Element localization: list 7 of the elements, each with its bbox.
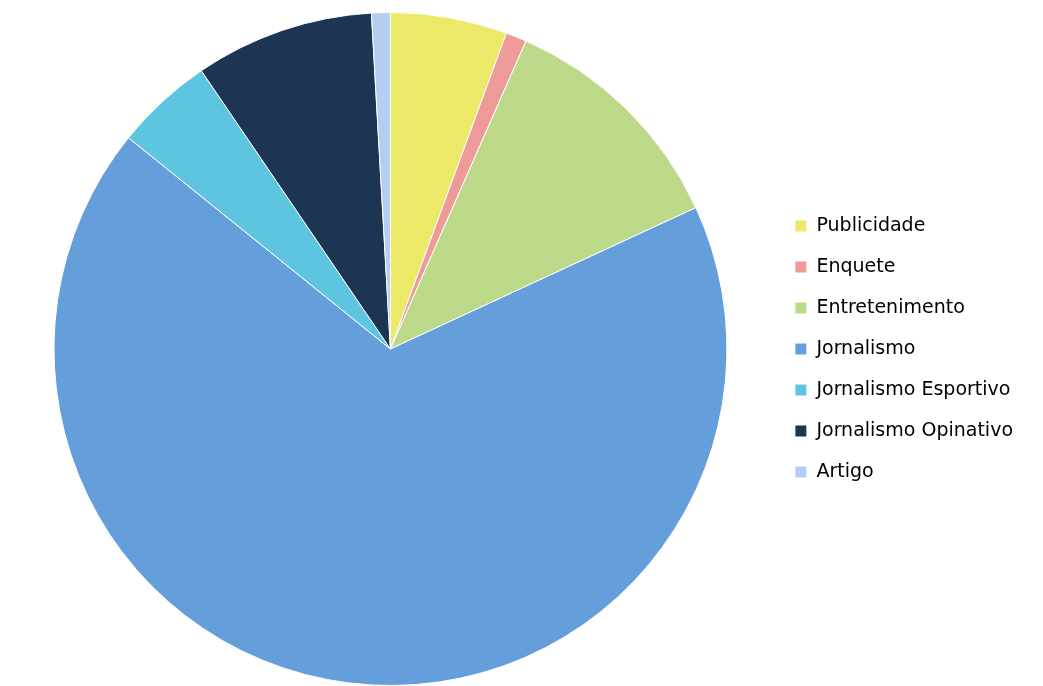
legend-label: Jornalismo (815, 335, 916, 358)
legend-label: Entretenimento (816, 294, 965, 317)
legend-label: Publicidade (816, 212, 926, 235)
legend-label: Jornalismo Esportivo (815, 376, 1011, 399)
legend-label: Enquete (816, 253, 896, 276)
legend-label: Jornalismo Opinativo (815, 417, 1014, 440)
legend-label: Artigo (816, 458, 874, 481)
